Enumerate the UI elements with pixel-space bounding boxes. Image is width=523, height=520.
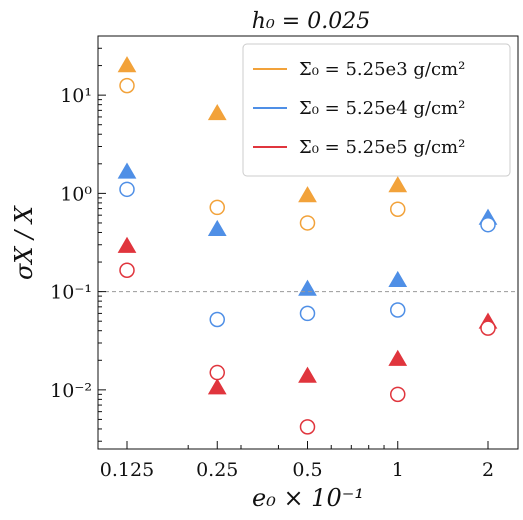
x-tick-label: 0.125 xyxy=(100,459,154,481)
triangle-point xyxy=(207,378,227,395)
x-tick-label: 0.25 xyxy=(196,459,238,481)
y-tick-label: 10⁰ xyxy=(60,183,92,205)
triangle-point xyxy=(117,236,137,253)
triangle-point xyxy=(388,349,408,366)
y-tick-label: 10⁻¹ xyxy=(50,282,92,304)
circle-point xyxy=(209,199,225,216)
circle-point xyxy=(119,181,135,198)
circle-point xyxy=(209,311,225,328)
triangle-point xyxy=(298,366,317,383)
data-marks xyxy=(117,56,498,435)
circle-point xyxy=(390,302,406,318)
circle-point xyxy=(299,305,316,322)
triangle-point xyxy=(298,186,317,203)
legend-box xyxy=(242,43,511,177)
circle-point xyxy=(119,77,135,94)
x-tick-label: 1 xyxy=(392,459,404,481)
triangle-point xyxy=(388,176,408,193)
circle-point xyxy=(480,320,496,336)
legend: Σ₀ = 5.25e3 g/cm² Σ₀ = 5.25e4 g/cm² Σ₀ = 5… xyxy=(242,43,511,177)
circle-point xyxy=(119,262,135,279)
triangle-point xyxy=(207,104,227,121)
legend-label: Σ₀ = 5.25e4 g/cm² xyxy=(299,98,465,119)
x-tick-label: 0.5 xyxy=(292,459,322,481)
y-tick-label: 10¹ xyxy=(60,85,92,107)
circle-point xyxy=(480,216,496,233)
chart-title: h₀ = 0.025 xyxy=(252,9,370,34)
circle-point xyxy=(299,215,316,231)
triangle-point xyxy=(117,56,137,73)
y-axis-label: σX / X xyxy=(10,205,38,280)
legend-label: Σ₀ = 5.25e3 g/cm² xyxy=(299,59,465,80)
triangle-point xyxy=(207,219,227,237)
circle-point xyxy=(299,419,316,435)
triangle-point xyxy=(388,270,408,288)
x-tick-label: 2 xyxy=(482,459,494,481)
triangle-point xyxy=(298,279,317,296)
circle-point xyxy=(209,364,225,381)
legend-label: Σ₀ = 5.25e5 g/cm² xyxy=(299,137,465,158)
y-tick-label: 10⁻² xyxy=(50,380,92,402)
circle-point xyxy=(390,386,406,403)
axes: 0.125 0.25 0.5 1 2 10⁻² 10⁻¹ 10⁰ 10¹ xyxy=(50,35,518,481)
x-axis-label: e₀ × 10⁻¹ xyxy=(252,484,364,512)
circle-point xyxy=(390,201,406,217)
triangle-point xyxy=(117,162,137,179)
